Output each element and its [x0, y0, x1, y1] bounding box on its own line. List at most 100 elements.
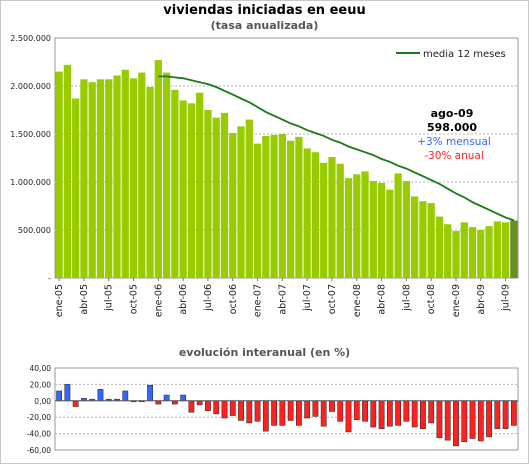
chart-title: viviendas iniciadas en eeuu — [163, 3, 366, 18]
y-tick-label: 2.000.000 — [10, 82, 51, 91]
bar-yoy — [403, 400, 410, 422]
x-tick-label: ene-05 — [54, 284, 65, 317]
bar — [278, 134, 286, 278]
x-tick-label: abr-06 — [178, 284, 189, 315]
bar — [320, 162, 328, 278]
x-tick-label: oct-08 — [426, 284, 437, 314]
bar-yoy — [444, 400, 451, 441]
x-tick-label: oct-05 — [129, 284, 140, 314]
bar-yoy — [262, 400, 269, 432]
x-tick-label: ene-08 — [352, 284, 363, 317]
bar — [444, 224, 452, 278]
x-tick-label: ene-06 — [153, 284, 164, 317]
bar — [55, 71, 63, 278]
bar — [105, 79, 113, 278]
bar — [427, 203, 435, 278]
bar-yoy — [461, 400, 468, 443]
bar-yoy — [469, 400, 476, 439]
bar — [303, 148, 311, 278]
annotation-value: 598.000 — [427, 121, 477, 134]
bar-yoy — [229, 400, 236, 416]
bar — [113, 75, 121, 278]
bar — [411, 196, 419, 278]
bar — [146, 86, 154, 279]
bar — [377, 182, 386, 278]
bar-yoy — [420, 400, 426, 429]
x-tick-label: abr-08 — [377, 284, 388, 315]
bar-yoy — [502, 400, 509, 429]
y2-tick-label: 0,00 — [34, 397, 51, 406]
bar-yoy — [395, 400, 402, 426]
bar-yoy — [72, 400, 79, 407]
bar-yoy — [246, 400, 253, 424]
bar — [204, 110, 212, 278]
bar — [196, 92, 204, 278]
y-tick-label: 1.000.000 — [10, 178, 51, 187]
bar — [477, 230, 485, 278]
bar — [96, 79, 105, 278]
bar-yoy — [213, 400, 220, 415]
bar — [460, 222, 468, 278]
bar — [468, 227, 477, 278]
bar — [262, 135, 270, 278]
bar — [171, 89, 179, 278]
x-tick-label: oct-07 — [327, 284, 338, 314]
bar — [386, 189, 394, 278]
bar — [80, 79, 88, 278]
bar-yoy — [122, 390, 129, 402]
bar-yoy — [312, 400, 319, 417]
bar — [493, 221, 501, 278]
x-tick-label: ene-09 — [451, 284, 462, 317]
bar-yoy — [188, 400, 195, 413]
chart-subtitle: (tasa anualizada) — [210, 19, 319, 32]
bar-yoy — [477, 400, 484, 442]
y2-tick-label: -20,00 — [27, 413, 51, 422]
bar-yoy — [196, 400, 203, 406]
bar — [452, 230, 460, 278]
bar — [237, 126, 245, 278]
bar-yoy — [486, 400, 492, 438]
bar-yoy — [428, 400, 435, 424]
bar-yoy — [436, 400, 443, 438]
y-tick-label: - — [48, 274, 51, 283]
bar — [63, 64, 72, 278]
bar — [138, 72, 146, 278]
annotation-date: ago-09 — [431, 107, 474, 120]
bar — [154, 60, 162, 278]
x-tick-label: jul-05 — [104, 284, 115, 312]
bar — [287, 140, 295, 278]
bar-yoy — [64, 384, 71, 402]
bar — [229, 133, 237, 278]
bar-yoy — [221, 400, 228, 419]
bar — [121, 69, 129, 279]
bar-yoy — [378, 400, 385, 429]
bar — [162, 72, 171, 278]
annotation-annual: -30% anual — [424, 150, 484, 162]
bar-yoy — [453, 400, 459, 447]
bar — [295, 136, 303, 278]
bar — [328, 157, 336, 278]
x-tick-label: abr-05 — [79, 284, 90, 315]
bar — [220, 112, 229, 278]
bar-yoy — [180, 394, 187, 402]
bar-yoy — [337, 400, 344, 422]
bar-yoy — [279, 400, 286, 426]
bar — [510, 220, 518, 278]
y2-tick-label: 40,00 — [30, 364, 52, 373]
bar-yoy — [370, 400, 377, 428]
bar — [88, 82, 96, 278]
x-tick-label: oct-06 — [228, 284, 239, 314]
y-tick-label: 500.000 — [18, 226, 51, 235]
bar-yoy — [238, 400, 244, 421]
bar — [336, 163, 344, 278]
chart2-title: evolución interanual (en %) — [178, 346, 351, 359]
bar-yoy — [254, 400, 261, 422]
x-tick-label: jul-08 — [401, 284, 412, 312]
y2-tick-label: 20,00 — [30, 380, 52, 389]
bar-yoy — [304, 400, 311, 419]
x-tick-label: abr-09 — [476, 284, 487, 315]
bar — [353, 174, 361, 278]
bar — [179, 100, 187, 279]
y-tick-label: 1.500.000 — [10, 130, 51, 139]
bar — [344, 178, 353, 278]
